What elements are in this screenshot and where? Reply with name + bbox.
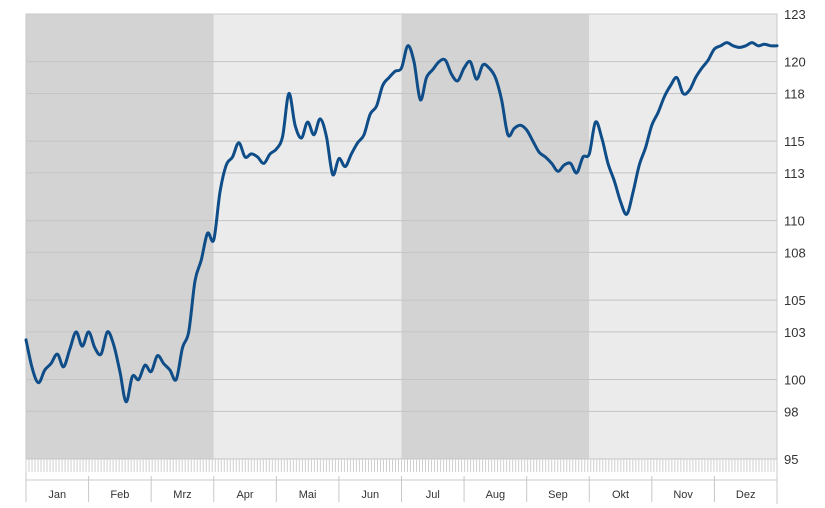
x-axis-labels: Jan Feb Mrz Apr Mai Jun Jul Aug Sep Okt Nov Dez: [48, 489, 755, 501]
y-tick-label-115: 115: [784, 134, 805, 149]
x-tick-label-jul: Jul: [426, 489, 440, 501]
y-tick-label-108: 108: [784, 245, 806, 260]
x-axis-minor-ticks: [25, 459, 778, 472]
x-tick-label-apr: Apr: [236, 489, 253, 501]
x-tick-label-dez: Dez: [736, 489, 756, 501]
y-tick-label-95: 95: [784, 452, 798, 467]
x-tick-label-okt: Okt: [612, 489, 629, 501]
x-tick-label-jan: Jan: [48, 489, 66, 501]
x-tick-label-sep: Sep: [548, 489, 568, 501]
x-axis-month-dividers: [25, 14, 778, 504]
y-tick-label-103: 103: [784, 325, 806, 340]
x-tick-label-mrz: Mrz: [173, 489, 191, 501]
y-tick-label-123: 123: [784, 7, 806, 22]
quarter-bands: [26, 14, 777, 459]
x-tick-label-nov: Nov: [673, 489, 693, 501]
x-tick-label-aug: Aug: [486, 489, 506, 501]
y-tick-label-100: 100: [784, 373, 806, 388]
x-tick-label-feb: Feb: [110, 489, 129, 501]
y-tick-label-118: 118: [784, 86, 805, 101]
y-tick-label-113: 113: [784, 166, 805, 181]
y-tick-label-120: 120: [784, 55, 806, 70]
quarter-band-2: [213, 14, 402, 459]
x-tick-label-mai: Mai: [299, 489, 317, 501]
x-tick-label-jun: Jun: [361, 489, 379, 501]
y-tick-label-98: 98: [784, 404, 798, 419]
quarter-band-3: [401, 14, 590, 459]
price-series-line: [24, 41, 779, 404]
quarter-band-4: [589, 14, 777, 459]
y-axis-labels: 95 98 100 103 105 108 110 113 115 118 120 123: [784, 7, 806, 467]
quarter-band-1: [26, 14, 214, 459]
y-tick-label-110: 110: [784, 214, 805, 229]
y-tick-label-105: 105: [784, 293, 806, 308]
